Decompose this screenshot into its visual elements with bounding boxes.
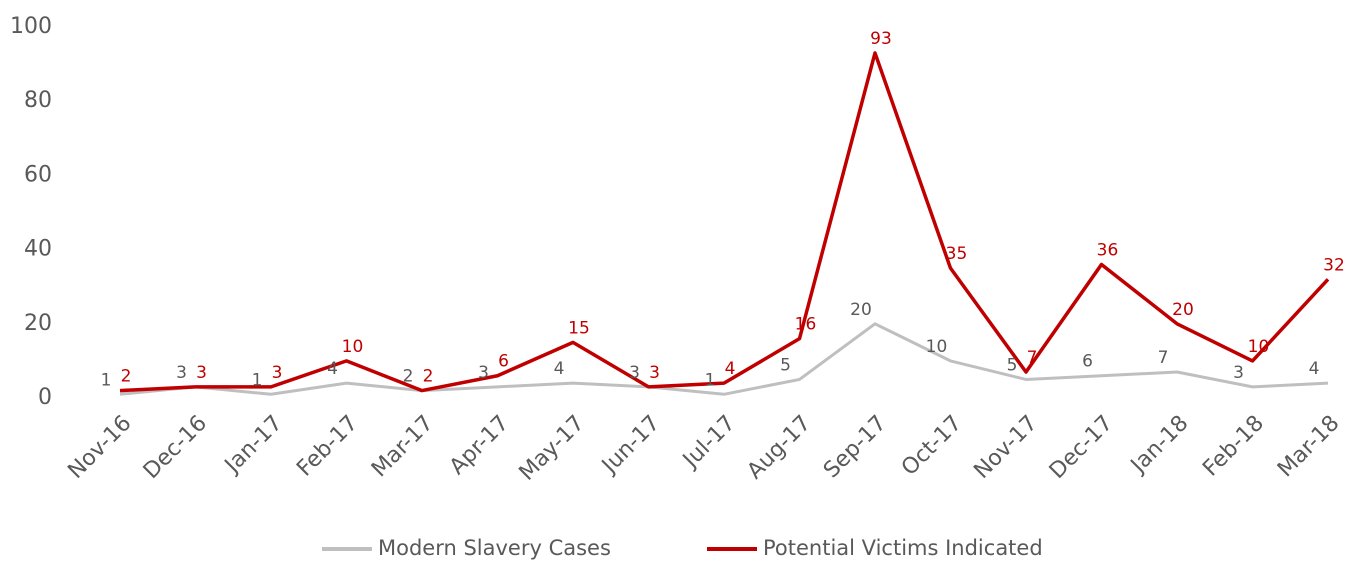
x-tick-label: Aug-17 bbox=[743, 411, 816, 484]
data-label: 1 bbox=[101, 370, 112, 390]
data-label: 6 bbox=[1082, 352, 1093, 372]
data-label: 3 bbox=[196, 363, 207, 383]
y-tick-label: 80 bbox=[24, 88, 52, 113]
data-label: 35 bbox=[946, 244, 968, 264]
data-label: 32 bbox=[1323, 255, 1345, 275]
data-label: 3 bbox=[478, 363, 489, 383]
data-label: 4 bbox=[327, 359, 338, 379]
data-label: 20 bbox=[850, 300, 872, 320]
data-label: 10 bbox=[926, 337, 948, 357]
y-tick-label: 100 bbox=[10, 14, 52, 39]
data-label: 36 bbox=[1097, 240, 1119, 260]
x-tick-label: Dec-16 bbox=[139, 411, 212, 484]
data-label: 16 bbox=[795, 315, 817, 335]
x-tick-label: Apr-17 bbox=[445, 411, 514, 480]
x-tick-label: Jan-18 bbox=[1125, 411, 1193, 479]
data-label: 3 bbox=[629, 363, 640, 383]
x-tick-label: Sep-17 bbox=[819, 411, 891, 483]
legend-label: Potential Victims Indicated bbox=[763, 536, 1043, 560]
data-label: 93 bbox=[870, 29, 892, 49]
series-line bbox=[119, 322, 1329, 396]
series-line bbox=[119, 51, 1330, 393]
x-tick-label: Nov-17 bbox=[969, 411, 1042, 484]
data-label: 2 bbox=[423, 367, 434, 387]
data-label: 2 bbox=[403, 367, 414, 387]
y-tick-label: 60 bbox=[24, 162, 52, 187]
data-label: 1 bbox=[252, 370, 263, 390]
data-label: 10 bbox=[342, 337, 364, 357]
data-label: 5 bbox=[1007, 355, 1018, 375]
data-label: 3 bbox=[649, 363, 660, 383]
data-label: 2 bbox=[121, 367, 132, 387]
x-tick-label: Feb-18 bbox=[1198, 411, 1269, 482]
legend-label: Modern Slavery Cases bbox=[378, 536, 611, 560]
data-label: 15 bbox=[568, 318, 590, 338]
x-tick-label: Jun-17 bbox=[596, 411, 665, 480]
y-tick-label: 20 bbox=[24, 311, 52, 336]
x-tick-label: Nov-16 bbox=[63, 411, 136, 484]
y-tick-label: 40 bbox=[24, 237, 52, 262]
data-label: 7 bbox=[1027, 348, 1038, 368]
data-label: 1 bbox=[705, 370, 716, 390]
data-label: 4 bbox=[1309, 359, 1320, 379]
data-label: 7 bbox=[1158, 348, 1169, 368]
x-tick-label: May-17 bbox=[515, 411, 590, 486]
x-tick-label: Dec-17 bbox=[1045, 411, 1118, 484]
data-label: 10 bbox=[1248, 337, 1270, 357]
x-tick-label: Mar-18 bbox=[1273, 411, 1344, 482]
data-label: 3 bbox=[176, 363, 187, 383]
x-tick-label: Jul-17 bbox=[677, 411, 740, 474]
data-label: 3 bbox=[272, 363, 283, 383]
data-label: 20 bbox=[1172, 300, 1194, 320]
data-label: 4 bbox=[725, 359, 736, 379]
x-tick-label: Feb-17 bbox=[292, 411, 363, 482]
y-tick-label: 0 bbox=[38, 385, 52, 410]
x-tick-label: Mar-17 bbox=[367, 411, 438, 482]
x-tick-label: Oct-17 bbox=[897, 411, 967, 481]
data-label: 6 bbox=[498, 352, 509, 372]
data-label: 3 bbox=[1233, 363, 1244, 383]
x-tick-label: Jan-17 bbox=[219, 411, 287, 479]
data-label: 4 bbox=[554, 359, 565, 379]
data-label: 5 bbox=[780, 355, 791, 375]
